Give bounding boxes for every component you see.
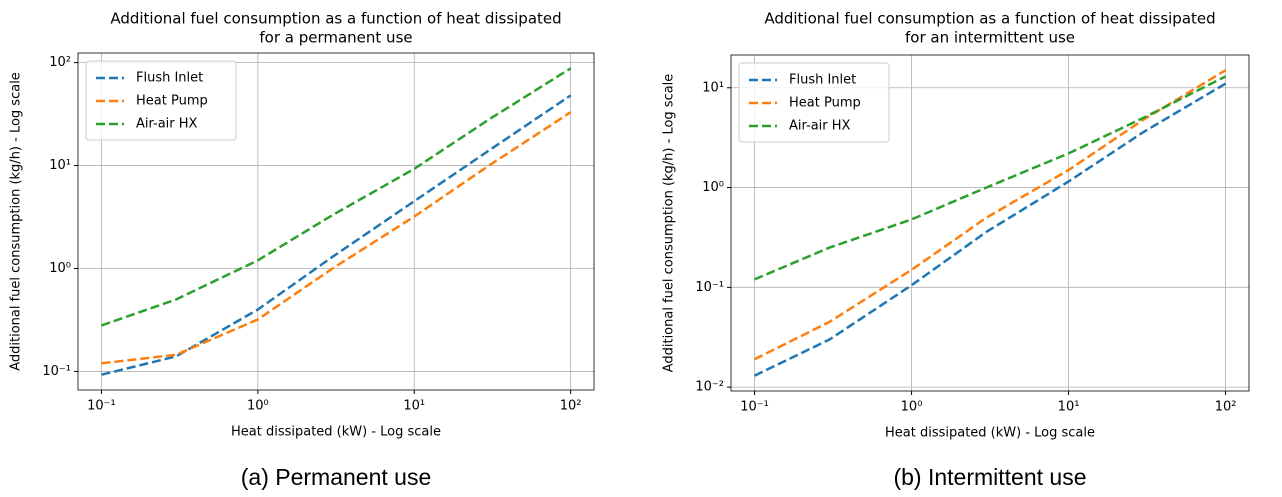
chart-title: for a permanent use — [259, 29, 412, 47]
legend-box — [738, 62, 890, 143]
legend-label: Air-air HX — [136, 117, 198, 132]
y-tick-label: 10⁻¹ — [42, 364, 71, 379]
y-tick-label: 10¹ — [49, 158, 71, 173]
x-tick-label: 10¹ — [403, 399, 425, 414]
chart-title: Additional fuel consumption as a functio… — [110, 10, 561, 28]
plot-frame — [77, 52, 595, 391]
y-tick-label: 10⁻² — [695, 380, 724, 395]
plot-frame — [730, 54, 1250, 392]
data-line — [101, 94, 572, 376]
data-line — [101, 111, 572, 365]
x-tick-label: 10² — [560, 399, 582, 414]
data-line — [753, 69, 1227, 361]
x-axis-label: Heat dissipated (kW) - Log scale — [885, 426, 1095, 441]
chart-title: for an intermittent use — [905, 29, 1075, 47]
x-axis-label: Heat dissipated (kW) - Log scale — [231, 425, 441, 440]
legend-box — [85, 60, 237, 141]
y-tick-label: 10⁰ — [702, 180, 724, 195]
y-tick-label: 10⁻¹ — [695, 280, 724, 295]
caption: (a) Permanent use — [241, 464, 431, 490]
y-tick-label: 10¹ — [702, 80, 724, 95]
x-tick-label: 10⁰ — [247, 399, 269, 414]
chart-title: Additional fuel consumption as a functio… — [764, 10, 1215, 28]
y-tick-label: 10² — [49, 55, 71, 70]
data-line — [753, 82, 1227, 377]
data-line — [754, 75, 1227, 281]
x-tick-label: 10¹ — [1058, 400, 1080, 415]
y-axis-label: Additional fuel consumption (kg/h) - Log… — [662, 74, 677, 373]
x-tick-label: 10² — [1215, 400, 1237, 415]
y-axis-label: Additional fuel consumption (kg/h) - Log… — [9, 72, 24, 371]
legend-label: Air-air HX — [789, 119, 851, 134]
data-line — [101, 67, 572, 327]
y-tick-label: 10⁰ — [49, 261, 71, 276]
legend-label: Flush Inlet — [789, 73, 856, 88]
legend-label: Heat Pump — [789, 96, 861, 111]
x-tick-label: 10⁻¹ — [740, 400, 769, 415]
legend-label: Flush Inlet — [136, 71, 203, 86]
x-tick-label: 10⁰ — [901, 400, 923, 415]
legend-label: Heat Pump — [136, 94, 208, 109]
x-tick-label: 10⁻¹ — [87, 399, 116, 414]
caption: (b) Intermittent use — [893, 464, 1086, 490]
